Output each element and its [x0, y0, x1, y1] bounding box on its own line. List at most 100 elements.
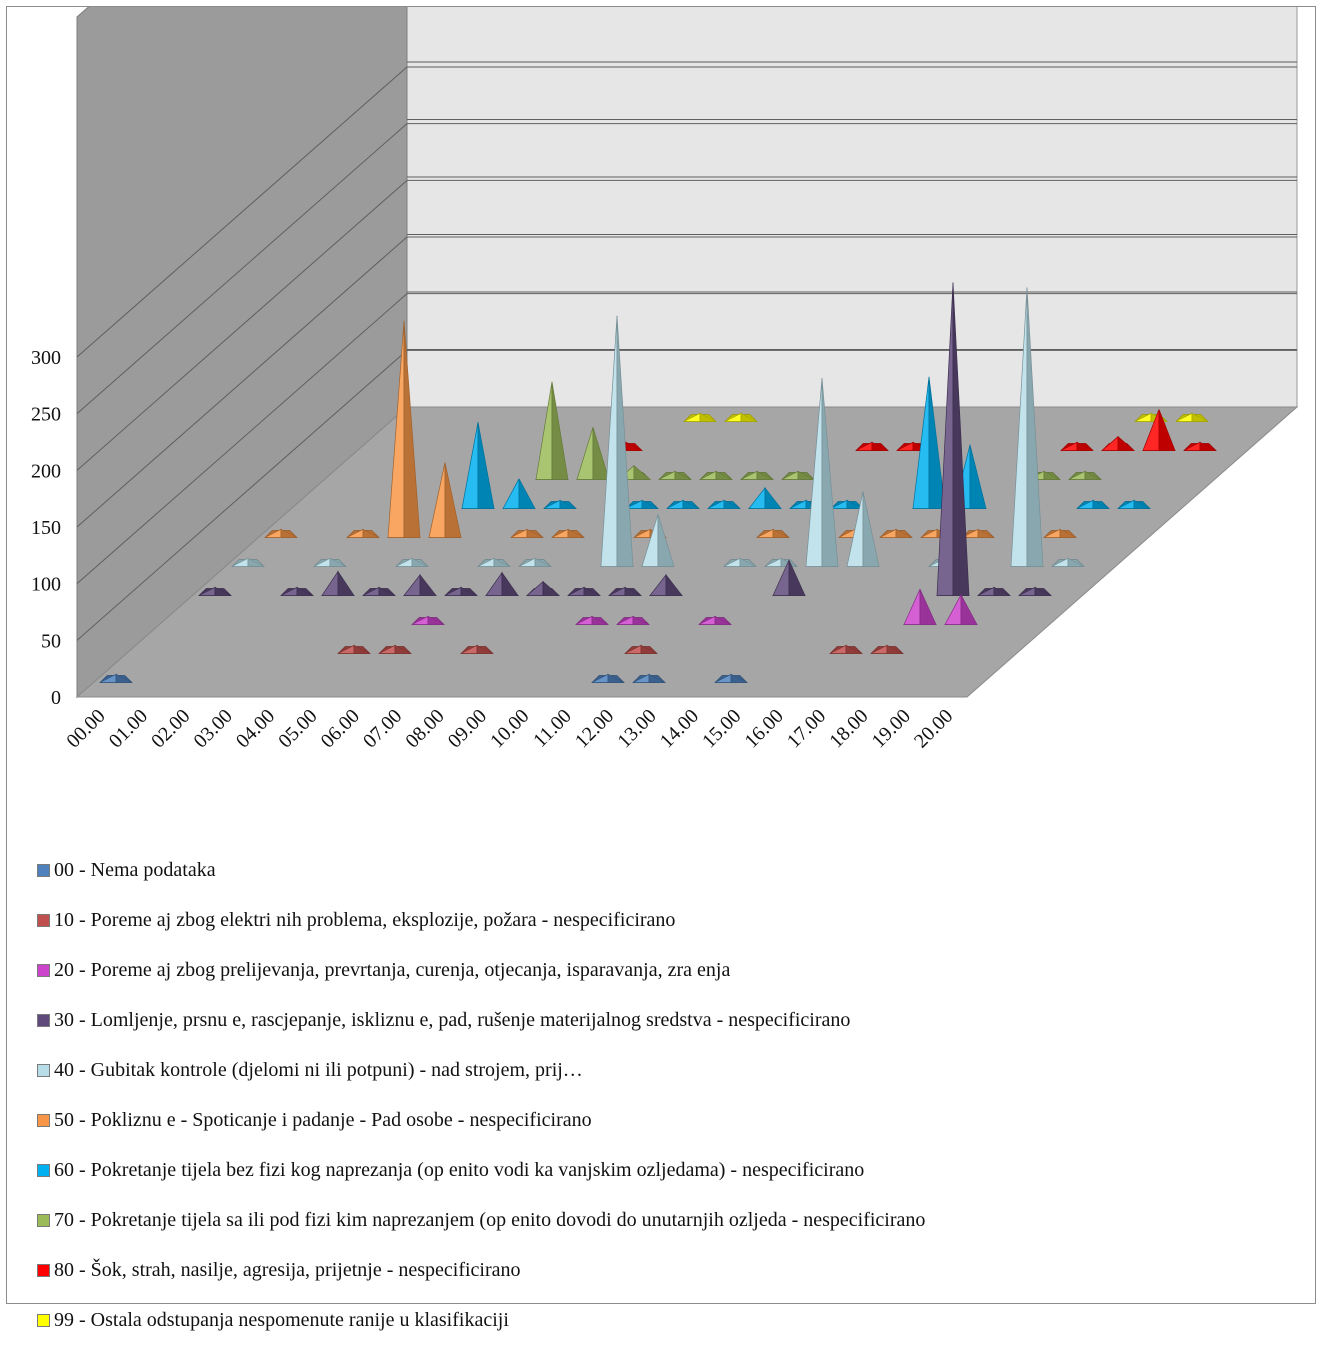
chart-canvas: 0 50 100 150 200 250 300 00.0001.0002.0003.0004…	[31, 7, 1299, 752]
legend-swatch-icon	[37, 1263, 50, 1277]
x-tick-label: 17.00	[783, 705, 830, 752]
legend-swatch-icon	[37, 963, 50, 977]
y-tick-label: 200	[31, 460, 61, 482]
cone-right	[895, 528, 913, 538]
cone-right	[797, 470, 815, 480]
cone-right	[247, 557, 265, 567]
cone-right	[526, 528, 544, 538]
legend-swatch-icon	[37, 1163, 50, 1177]
cone-right	[919, 589, 937, 625]
cone-right	[477, 422, 495, 509]
x-tick-label: 20.00	[910, 705, 957, 752]
cone-right	[607, 673, 625, 683]
cone-right	[559, 499, 577, 509]
gridline-side	[76, 293, 408, 585]
cone-right	[1158, 409, 1176, 451]
cone-right	[756, 470, 774, 480]
cone-right	[846, 499, 864, 509]
cone-right	[764, 486, 782, 509]
cone-right	[616, 315, 634, 567]
cone-right	[534, 557, 552, 567]
x-tick-label: 16.00	[740, 705, 787, 752]
cone-right	[1026, 287, 1044, 567]
cone-right	[682, 499, 700, 509]
cone-right	[337, 570, 355, 596]
legend-item: 80 - Šok, strah, nasilje, agresija, prij…	[37, 1245, 925, 1295]
cone-right	[362, 528, 380, 538]
legend-label: 30 - Lomljenje, prsnu e, rascjepanje, is…	[54, 1008, 851, 1031]
cone-right	[1043, 470, 1061, 480]
cone-right	[583, 586, 601, 596]
cone-right	[592, 427, 610, 480]
legend-label: 99 - Ostala odstupanja nespomenute ranij…	[54, 1308, 509, 1331]
cone-right	[886, 644, 904, 654]
y-tick-label: 50	[41, 630, 61, 652]
x-tick-label: 10.00	[486, 705, 533, 752]
cone-right	[280, 528, 298, 538]
legend-swatch-icon	[37, 1213, 50, 1227]
cone-right	[993, 586, 1011, 596]
cone-right	[699, 412, 717, 422]
cone-right	[214, 586, 232, 596]
legend-swatch-icon	[37, 1313, 50, 1327]
legend-item: 50 - Pokliznu e - Spoticanje i padanje -…	[37, 1095, 925, 1145]
cone-right	[1199, 441, 1217, 451]
legend-item: 00 - Nema podataka	[37, 845, 925, 895]
legend-item: 70 - Pokretanje tijela sa ili pod fizi k…	[37, 1195, 925, 1245]
legend-label: 70 - Pokretanje tijela sa ili pod fizi k…	[54, 1208, 926, 1231]
x-tick-label: 04.00	[232, 705, 279, 752]
cone-right	[394, 644, 412, 654]
cone-right	[871, 441, 889, 451]
cone-right	[403, 320, 421, 538]
cone-right	[296, 586, 314, 596]
legend-label: 50 - Pokliznu e - Spoticanje i padanje -…	[54, 1108, 592, 1131]
chart-frame: 0 50 100 150 200 250 300 00.00 01.00 02.00 03.00 04…	[6, 6, 1316, 1331]
cone-right	[862, 491, 880, 567]
cone-right	[715, 470, 733, 480]
x-tick-label: 18.00	[825, 705, 872, 752]
x-tick-label: 19.00	[868, 705, 915, 752]
cone-right	[329, 557, 347, 567]
cone-right	[444, 462, 462, 538]
cone-right	[1117, 435, 1135, 451]
cone-right	[1076, 441, 1094, 451]
cone-right	[551, 381, 569, 480]
x-tick-label: 09.00	[444, 705, 491, 752]
gridline-side	[76, 349, 408, 641]
x-tick-label: 15.00	[698, 705, 745, 752]
x-tick-label: 01.00	[105, 705, 152, 752]
cone-right	[542, 580, 560, 596]
cone-right	[1034, 586, 1052, 596]
y-tick-label: 150	[31, 517, 61, 539]
cone-right	[378, 586, 396, 596]
cone-right	[648, 673, 666, 683]
cone-right	[1133, 499, 1151, 509]
cone-right	[353, 644, 371, 654]
legend-item: 30 - Lomljenje, prsnu e, rascjepanje, is…	[37, 995, 925, 1045]
x-tick-label: 12.00	[571, 705, 618, 752]
cone-right	[632, 615, 650, 625]
legend-label: 10 - Poreme aj zbog elektri nih problema…	[54, 908, 676, 931]
x-tick-label: 05.00	[274, 705, 321, 752]
cone-right	[714, 615, 732, 625]
cone-right	[633, 464, 651, 480]
gridline-side	[76, 123, 408, 415]
legend-label: 80 - Šok, strah, nasilje, agresija, prij…	[54, 1258, 521, 1281]
gridline-side	[76, 66, 408, 358]
cone-right	[624, 586, 642, 596]
cone-right	[657, 514, 675, 567]
legend: 00 - Nema podataka 10 - Poreme aj zbog el…	[37, 845, 925, 1345]
legend-label: 20 - Poreme aj zbog prelijevanja, prevrt…	[54, 958, 731, 981]
gridline-side	[76, 179, 408, 471]
legend-swatch-icon	[37, 1063, 50, 1077]
cone-right	[476, 644, 494, 654]
legend-label: 60 - Pokretanje tijela bez fizi kog napr…	[54, 1158, 865, 1181]
cone-right	[641, 499, 659, 509]
y-tick-label: 100	[31, 574, 61, 596]
cone-right	[1191, 412, 1209, 422]
gridline-side	[76, 236, 408, 528]
cone-right	[419, 573, 437, 596]
legend-item: 40 - Gubitak kontrole (djelomi ni ili po…	[37, 1045, 925, 1095]
cone-right	[640, 644, 658, 654]
cone-right	[723, 499, 741, 509]
